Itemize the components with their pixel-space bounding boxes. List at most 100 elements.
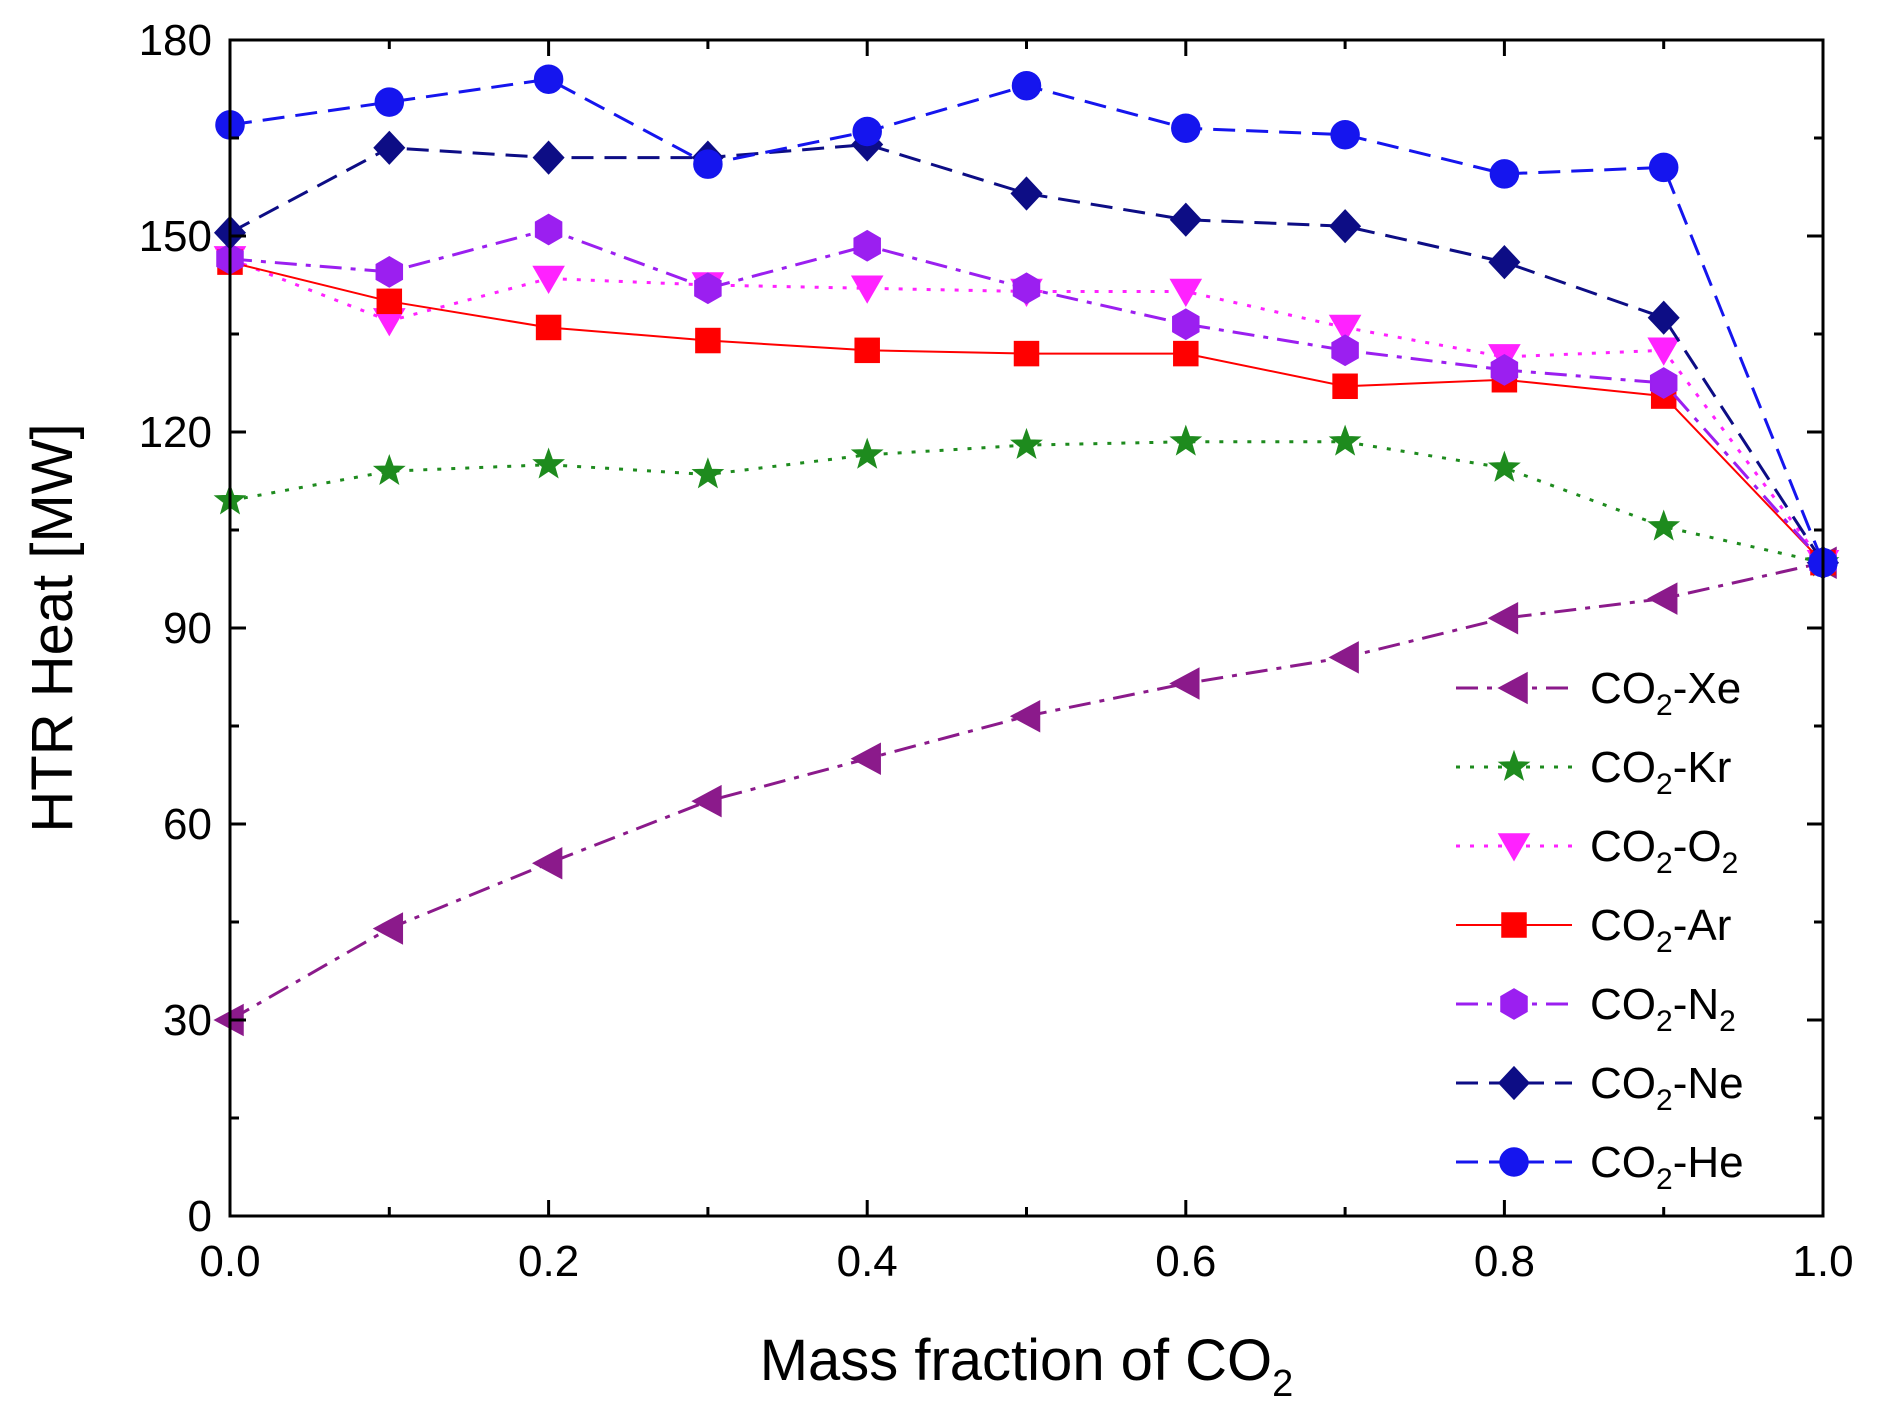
legend-label-suffix: -Ne bbox=[1673, 1059, 1744, 1108]
x-tick-label: 0.2 bbox=[518, 1237, 579, 1286]
legend-item: CO2-Xe bbox=[1456, 664, 1741, 722]
data-point bbox=[695, 327, 721, 354]
legend-label-suffix: -He bbox=[1673, 1138, 1744, 1187]
legend-label-text: CO bbox=[1590, 743, 1656, 792]
data-point bbox=[693, 149, 723, 179]
y-tick-label: 90 bbox=[163, 604, 212, 653]
data-point bbox=[694, 272, 722, 305]
data-point bbox=[373, 130, 406, 165]
legend-label-subscript: 2 bbox=[1656, 847, 1673, 880]
y-tick-label: 30 bbox=[163, 996, 212, 1045]
legend-label: CO2-O2 bbox=[1590, 822, 1738, 880]
legend-label-subscript: 2 bbox=[1656, 1084, 1673, 1117]
y-axis-title: HTR Heat [MW] bbox=[20, 423, 85, 832]
data-point bbox=[1489, 159, 1520, 189]
legend-marker bbox=[1501, 912, 1527, 938]
legend-item: CO2-O2 bbox=[1456, 822, 1738, 880]
data-point bbox=[1488, 245, 1521, 280]
data-point bbox=[532, 140, 565, 175]
data-point bbox=[1011, 70, 1042, 101]
legend-label-subscript: 2 bbox=[1656, 1163, 1673, 1196]
data-point bbox=[1328, 424, 1362, 456]
legend-marker bbox=[1497, 671, 1528, 705]
series-xe bbox=[213, 546, 1837, 1037]
series-kr bbox=[213, 424, 1840, 577]
series-layer bbox=[213, 64, 1840, 1037]
data-point bbox=[1172, 308, 1200, 341]
legend-marker bbox=[1497, 833, 1531, 862]
data-point bbox=[1488, 450, 1521, 482]
legend-label-suffix: -O bbox=[1673, 822, 1722, 871]
data-point bbox=[1010, 176, 1043, 211]
data-point bbox=[1009, 699, 1041, 733]
data-point bbox=[1649, 367, 1678, 399]
y-tick-label: 60 bbox=[163, 800, 212, 849]
data-point bbox=[854, 337, 880, 364]
y-tick-label: 0 bbox=[188, 1192, 212, 1241]
legend-marker bbox=[1497, 1065, 1531, 1101]
legend-label: CO2-Ar bbox=[1590, 901, 1731, 959]
data-point bbox=[1169, 424, 1203, 456]
series-line bbox=[229, 440, 1824, 565]
data-point bbox=[1171, 113, 1201, 143]
legend-label-suffix: -N bbox=[1673, 980, 1719, 1029]
x-tick-label: 0.6 bbox=[1155, 1237, 1216, 1286]
legend-marker bbox=[1499, 1147, 1529, 1177]
data-point bbox=[1329, 209, 1362, 244]
data-point bbox=[376, 288, 403, 315]
legend-label: CO2-Ne bbox=[1590, 1059, 1744, 1117]
legend-label: CO2-Xe bbox=[1590, 664, 1741, 722]
x-tick-label: 0.8 bbox=[1474, 1237, 1535, 1286]
legend-item: CO2-Kr bbox=[1456, 743, 1731, 801]
data-point bbox=[1490, 354, 1519, 386]
data-point bbox=[1332, 373, 1358, 400]
legend-label-suffix: -Kr bbox=[1673, 743, 1732, 792]
data-point bbox=[1487, 601, 1519, 635]
x-tick-label: 0.4 bbox=[837, 1237, 898, 1286]
data-point bbox=[1331, 334, 1359, 367]
data-point bbox=[1169, 667, 1200, 700]
data-point bbox=[691, 457, 725, 489]
data-point bbox=[850, 437, 884, 469]
data-point bbox=[853, 229, 881, 262]
x-axis-title-subscript: 2 bbox=[1272, 1363, 1293, 1405]
data-point bbox=[1169, 278, 1203, 308]
data-point bbox=[532, 447, 565, 479]
series-line bbox=[229, 261, 1824, 564]
series-n bbox=[216, 213, 1837, 579]
legend-label-suffix-subscript: 2 bbox=[1719, 1005, 1736, 1038]
series-line bbox=[229, 561, 1824, 1022]
data-point bbox=[532, 265, 565, 295]
legend-label: CO2-N2 bbox=[1590, 980, 1736, 1038]
legend: CO2-XeCO2-KrCO2-O2CO2-ArCO2-N2CO2-NeCO2-… bbox=[1456, 664, 1744, 1196]
legend-label-text: CO bbox=[1590, 664, 1656, 713]
legend-item: CO2-Ar bbox=[1456, 901, 1731, 959]
data-point bbox=[1012, 272, 1041, 305]
data-point bbox=[852, 116, 882, 147]
y-tick-label: 180 bbox=[139, 16, 212, 65]
legend-label-subscript: 2 bbox=[1656, 926, 1673, 959]
legend-item: CO2-N2 bbox=[1456, 980, 1736, 1038]
data-point bbox=[1328, 314, 1362, 344]
x-axis-title-text: Mass fraction of CO bbox=[760, 1328, 1272, 1393]
legend-label-text: CO bbox=[1590, 822, 1656, 871]
legend-label-text: CO bbox=[1590, 980, 1656, 1029]
x-tick-label: 1.0 bbox=[1792, 1237, 1853, 1286]
data-point bbox=[1330, 119, 1360, 150]
data-point bbox=[691, 784, 722, 818]
data-point bbox=[535, 314, 562, 341]
data-point bbox=[1013, 340, 1040, 367]
data-point bbox=[1647, 337, 1680, 366]
legend-label-suffix: -Xe bbox=[1673, 664, 1741, 713]
data-point bbox=[1647, 300, 1680, 335]
plot-frame bbox=[228, 38, 1825, 1218]
legend-label: CO2-He bbox=[1590, 1138, 1744, 1196]
legend-label-suffix: -Ar bbox=[1673, 901, 1732, 950]
legend-label-subscript: 2 bbox=[1656, 768, 1673, 801]
legend-marker bbox=[1497, 749, 1531, 781]
y-tick-label: 150 bbox=[139, 212, 212, 261]
x-axis-title: Mass fraction of CO2 bbox=[760, 1328, 1294, 1405]
legend-item: CO2-Ne bbox=[1456, 1059, 1744, 1117]
data-point bbox=[1173, 340, 1199, 367]
